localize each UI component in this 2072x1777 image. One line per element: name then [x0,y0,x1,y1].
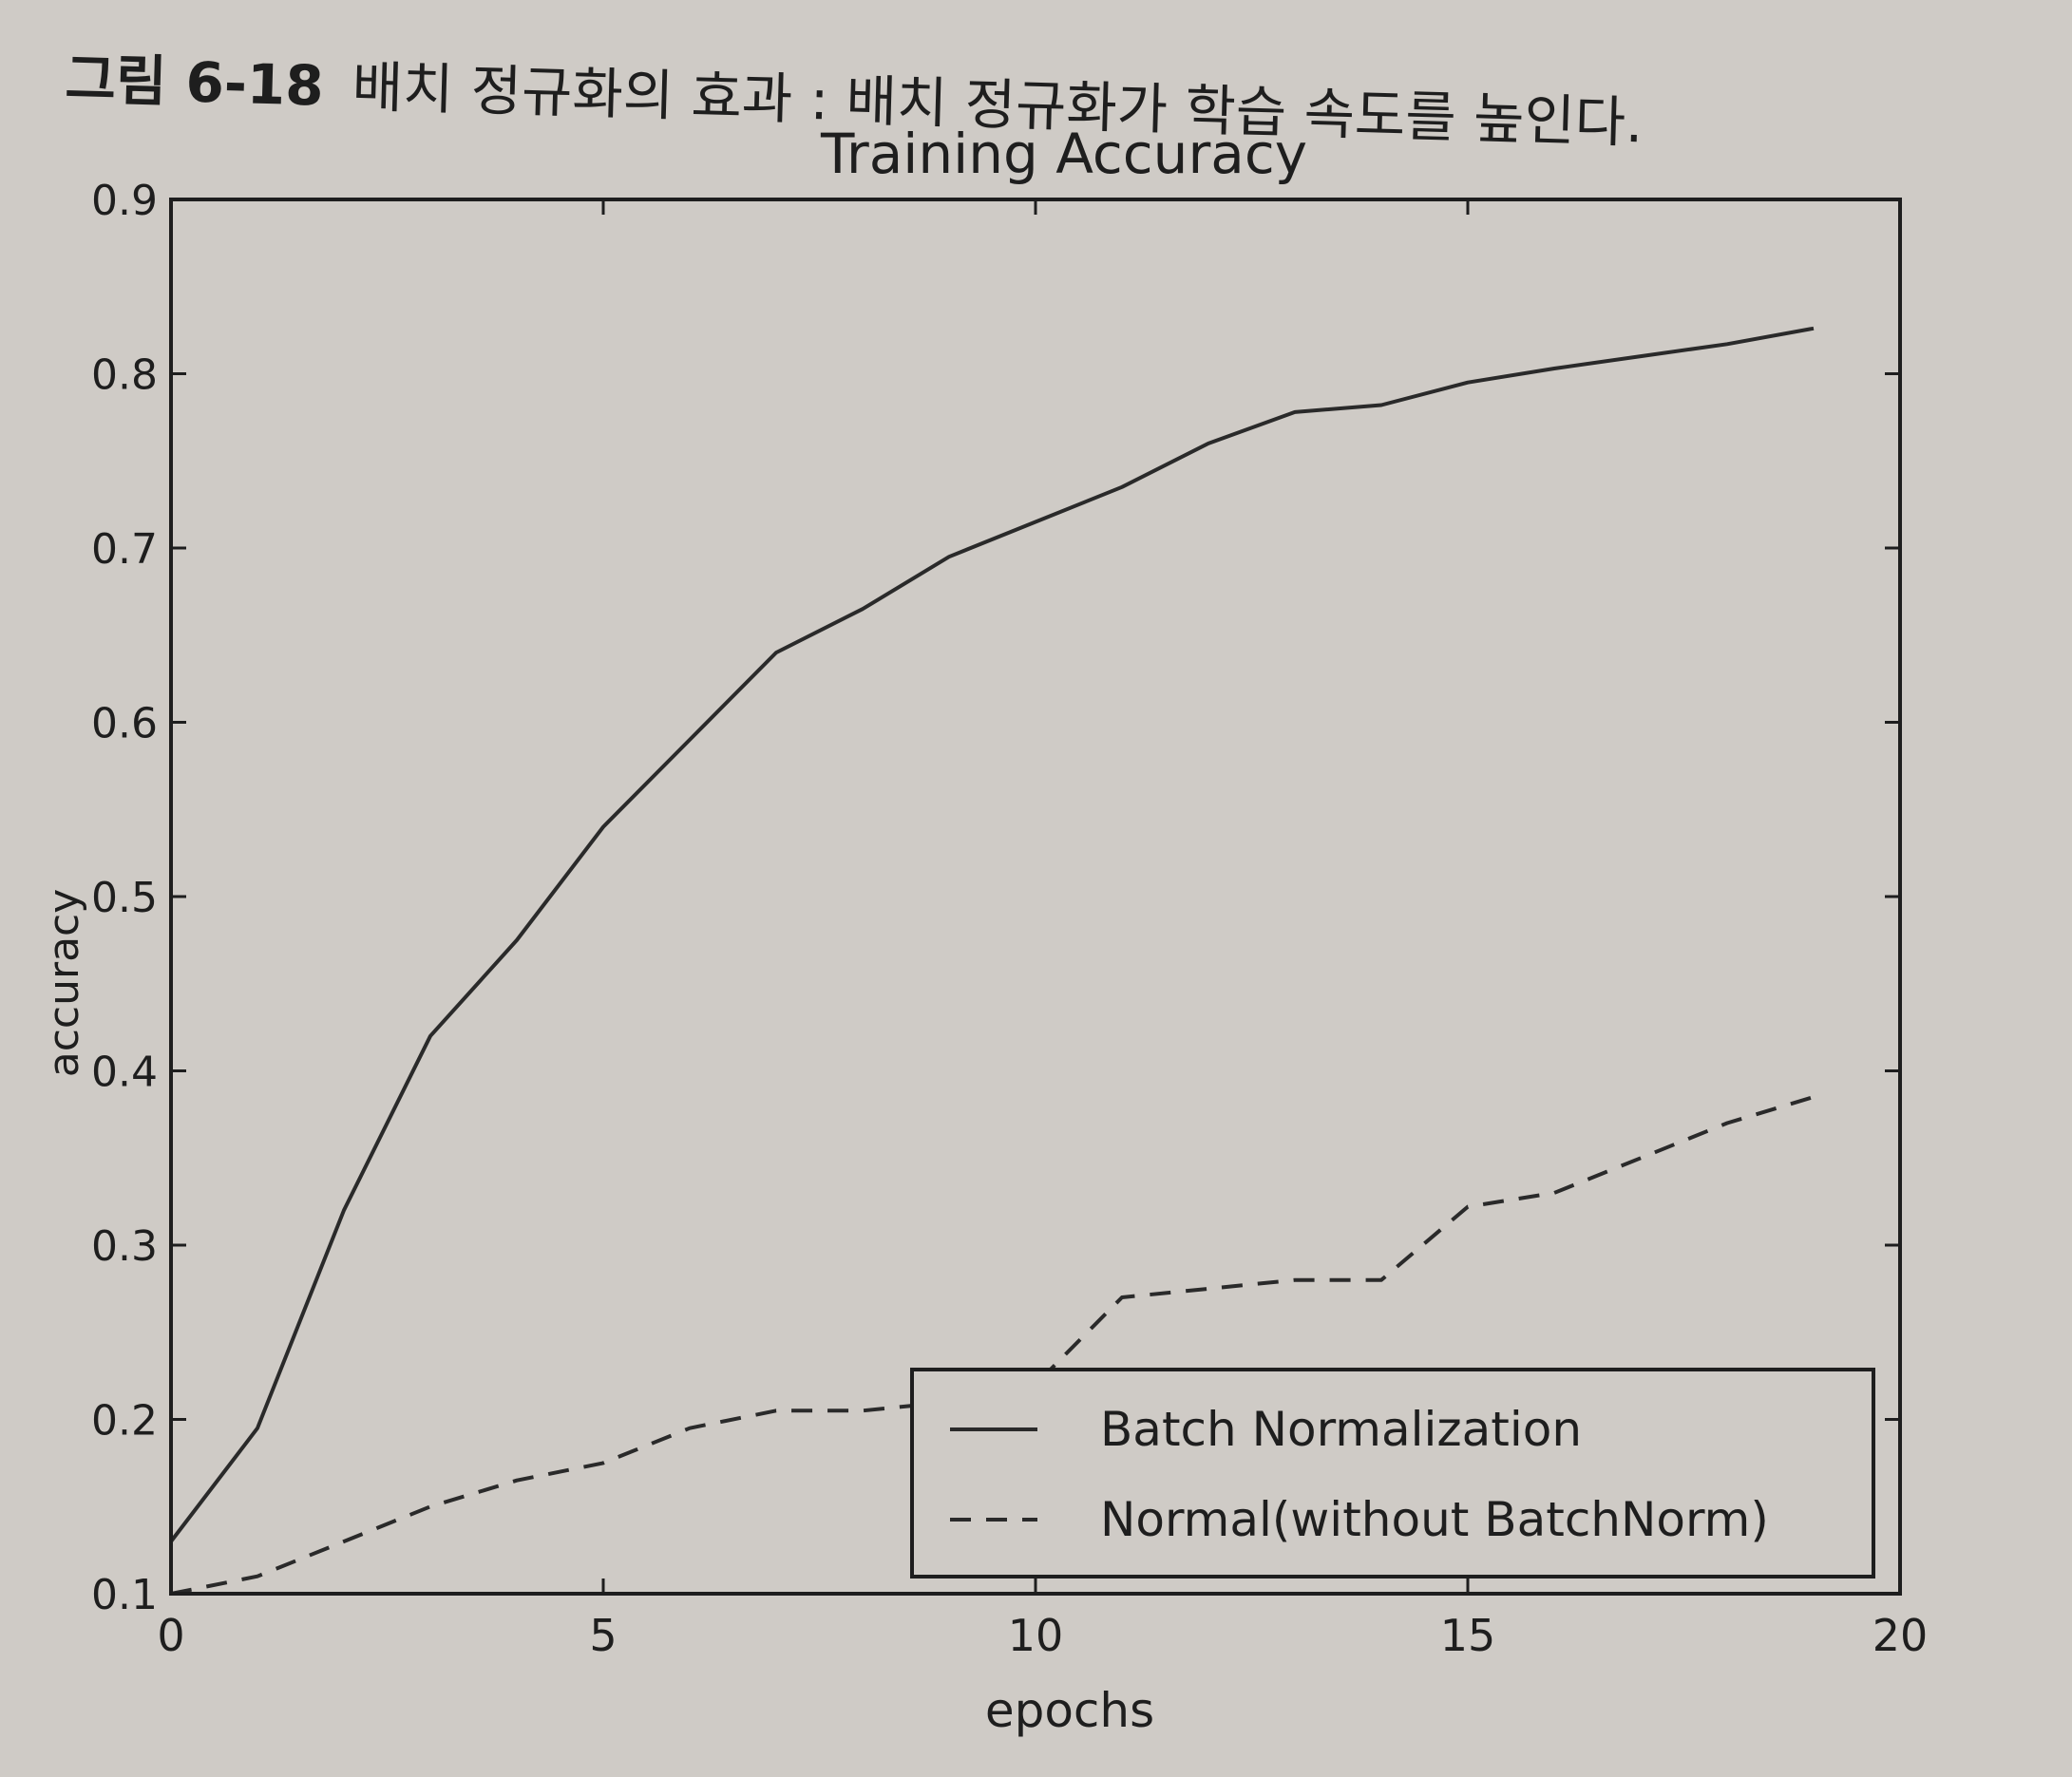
chart-title: Training Accuracy [820,122,1307,186]
x-tick-label: 5 [589,1610,617,1661]
y-tick-label: 0.1 [91,1571,158,1619]
legend-box [910,1368,1875,1579]
x-tick-label: 20 [1872,1610,1929,1661]
legend: Batch Normalization Normal(without Batch… [910,1368,1875,1579]
series-line-batch-normalization [169,326,1815,1543]
y-tick-label: 0.9 [91,177,158,225]
y-tick-label: 0.5 [91,874,158,922]
plot-frame [169,198,1902,1596]
y-axis-label: accuracy [40,889,88,1078]
y-tick-label: 0.4 [91,1049,158,1097]
y-tick-label: 0.2 [91,1397,158,1446]
x-tick-label: 0 [157,1610,184,1661]
y-tick-label: 0.7 [91,525,158,574]
x-axis-label: epochs [985,1683,1154,1738]
y-tick-label: 0.6 [91,700,158,748]
x-tick-label: 15 [1440,1610,1496,1661]
legend-label-batch-normalization: Batch Normalization [1100,1402,1582,1457]
legend-label-normal-without-batchnorm: Normal(without BatchNorm) [1100,1492,1769,1547]
y-tick-label: 0.3 [91,1222,158,1271]
x-tick-label: 10 [1008,1610,1064,1661]
series-line-normal-without-batchnorm [170,1095,1815,1596]
y-tick-label: 0.8 [91,351,158,400]
